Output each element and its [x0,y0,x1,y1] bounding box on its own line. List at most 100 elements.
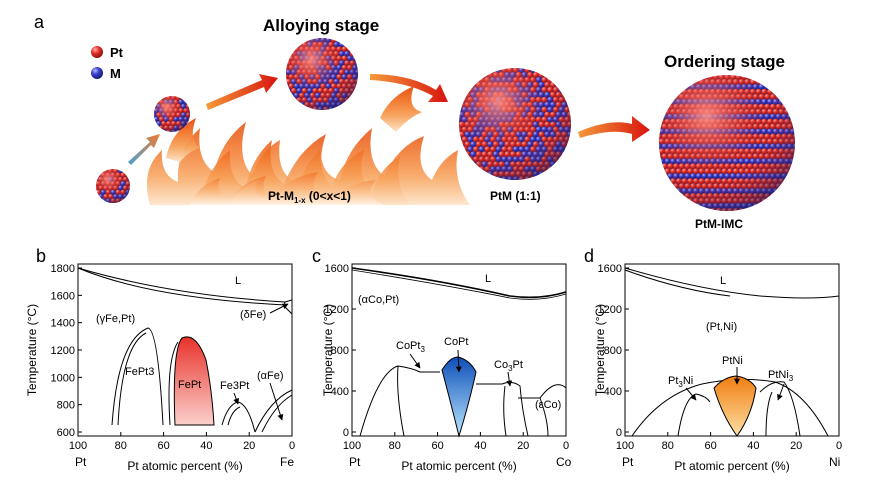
x-ticks: 100 80 60 40 20 0 [343,432,569,452]
x-ticks: 100 80 60 40 20 0 [69,432,295,452]
region-label: (αCo,Pt) [358,294,399,306]
y-ticks: 1600 1200 800 400 0 [598,263,629,439]
liquidus-line [351,267,567,299]
x-left-element: Pt [349,455,361,469]
fept3-dome [111,327,164,426]
x-left-element: Pt [75,455,87,469]
flame-icon [299,128,470,205]
y-tick-label: 1600 [598,263,622,275]
annotation-arrow [685,387,697,401]
arrow-icon [128,134,160,165]
delta-fe-boundary [283,299,293,315]
y-ticks: 1800 1600 1400 1200 1000 800 600 [51,263,82,439]
x-tick-label: 100 [616,440,634,452]
flame-icon [380,86,422,132]
ptm-nanoparticle [459,68,571,180]
y-tick-label: 0 [616,427,622,439]
region-label: (εCo) [535,399,561,411]
panel-letter-a: a [34,12,45,32]
alloy-nanoparticle [286,38,358,110]
m-atom-icon [91,67,103,79]
x-tick-label: 60 [431,440,443,452]
fe3pt-dome-inner [227,406,241,426]
region-label: Co3Pt [494,359,523,373]
arrow-icon [578,116,650,142]
x-tick-label: 100 [69,440,87,452]
annotation-arrow [269,303,289,314]
region-label: L [720,275,726,287]
panel-letter-b: b [36,246,46,266]
region-label: (Pt,Ni) [706,321,737,333]
region-label: L [235,275,241,287]
region-label: FePt3 [125,366,154,378]
x-tick-label: 20 [517,440,529,452]
x-axis-label: Pt atomic percent (%) [127,459,242,473]
solidus-line [351,269,567,300]
region-label: FePt [178,379,201,391]
x-tick-label: 80 [662,440,674,452]
ptm-imc-nanoparticle [659,75,795,211]
legend-pt-label: Pt [110,45,124,60]
solidus-line [77,267,286,306]
y-tick-label: 800 [57,400,75,412]
y-tick-label: 400 [604,386,622,398]
x-tick-label: 20 [243,440,255,452]
annotation-arrow [269,382,284,421]
y-tick-label: 1200 [51,345,75,357]
panel-b: b Temperature (°C) Pt atomic percent (%)… [25,246,295,473]
annotation-arrow [233,392,239,405]
x-tick-label: 40 [474,440,486,452]
eps-co-boundary [518,384,567,437]
x-tick-label: 0 [836,440,842,452]
x-tick-label: 20 [790,440,802,452]
region-label: Fe3Pt [220,380,249,392]
y-tick-label: 600 [57,427,75,439]
y-tick-label: 1000 [51,372,75,384]
fept-region [173,336,215,426]
co3pt-dome [476,381,529,437]
panel-c: c Temperature (°C) Pt atomic percent (%)… [312,246,572,473]
region-label: (γFe,Pt) [96,313,135,325]
x-axis-label: Pt atomic percent (%) [674,459,789,473]
region-label: L [485,273,491,285]
fept3-dome-inner [117,332,147,426]
x-tick-label: 80 [115,440,127,452]
y-tick-label: 1400 [51,318,75,330]
y-axis-label: Temperature (°C) [321,304,335,396]
y-tick-label: 800 [604,345,622,357]
panel-a: a Pt M Alloying stage Ordering stage Pt-… [34,12,795,231]
x-tick-label: 60 [157,440,169,452]
region-label: CoPt3 [396,340,425,354]
x-tick-label: 40 [200,440,212,452]
x-tick-label: 40 [747,440,759,452]
region-label: PtNi3 [768,369,794,383]
panel-letter-c: c [312,246,321,266]
y-axis-label: Temperature (°C) [593,304,607,396]
y-tick-label: 1600 [51,290,75,302]
fe3pt-dome [221,401,256,433]
alloying-stage-title: Alloying stage [263,16,379,35]
copt-region [441,356,477,438]
co3pt-inner [503,385,507,437]
solidus-line [624,269,731,297]
x-tick-label: 0 [289,440,295,452]
liquidus-line [624,267,840,299]
legend: Pt M [91,45,124,81]
region-label: (αFe) [257,370,284,382]
y-tick-label: 1600 [325,263,349,275]
copt3-dome [359,365,440,437]
flame-icon [230,172,384,205]
annotation-arrow [506,371,513,387]
y-tick-label: 1800 [51,263,75,275]
liquidus-line [77,267,286,303]
pt-atom-icon [91,46,103,58]
region-label: Pt3Ni [668,375,693,389]
y-tick-label: 1200 [598,304,622,316]
arrow-icon [370,74,448,102]
alloy-composition-label: Pt-M1-x (0<x<1) [268,189,351,205]
y-ticks: 1600 1200 800 400 0 [325,263,356,439]
medium-nanoparticle [154,96,190,132]
small-nanoparticle [96,169,130,203]
x-tick-label: 80 [389,440,401,452]
